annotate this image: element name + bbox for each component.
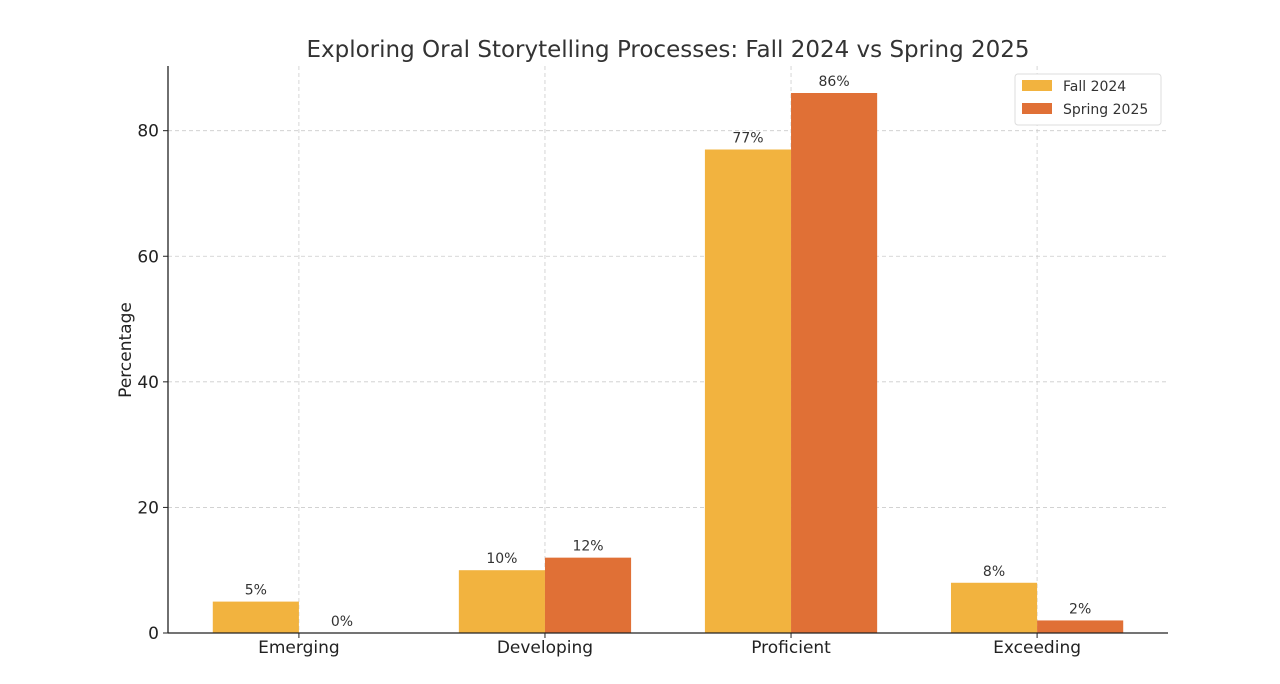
y-axis-label: Percentage xyxy=(116,302,136,398)
data-label: 2% xyxy=(1069,601,1091,617)
data-label: 86% xyxy=(819,74,850,90)
y-tick-label: 20 xyxy=(137,498,159,518)
data-label: 5% xyxy=(245,583,267,599)
bar-spring-2025 xyxy=(1037,620,1124,633)
data-label: 10% xyxy=(486,551,517,567)
y-tick-label: 40 xyxy=(137,373,159,393)
bar-spring-2025 xyxy=(791,93,878,633)
x-tick-label: Proficient xyxy=(751,638,831,658)
data-label: 8% xyxy=(983,564,1005,580)
legend-label: Spring 2025 xyxy=(1063,102,1148,118)
data-label: 0% xyxy=(331,614,353,630)
bar-fall-2024 xyxy=(950,582,1038,633)
data-label: 12% xyxy=(572,539,603,555)
chart-title: Exploring Oral Storytelling Processes: F… xyxy=(306,37,1029,63)
bar-fall-2024 xyxy=(704,149,792,633)
bar-fall-2024 xyxy=(458,570,545,633)
grid xyxy=(168,66,1168,633)
x-tick-label: Developing xyxy=(497,638,593,658)
x-tick-label: Exceeding xyxy=(993,638,1081,658)
data-label: 77% xyxy=(732,131,763,147)
bars: 5% 10% 77% 8% 0% 12% 86% 2% xyxy=(212,74,1124,633)
y-tick-label: 80 xyxy=(137,122,159,142)
legend-swatch xyxy=(1022,103,1052,114)
axes: Emerging Developing Proficient Exceeding 0 20… xyxy=(137,66,1168,658)
legend: Fall 2024 Spring 2025 xyxy=(1014,73,1162,126)
y-tick-label: 0 xyxy=(148,624,159,644)
x-tick-label: Emerging xyxy=(258,638,340,658)
y-tick-label: 60 xyxy=(137,247,159,267)
legend-swatch xyxy=(1022,80,1052,91)
legend-label: Fall 2024 xyxy=(1063,79,1126,95)
bar-spring-2025 xyxy=(544,557,632,633)
bar-fall-2024 xyxy=(212,601,299,633)
